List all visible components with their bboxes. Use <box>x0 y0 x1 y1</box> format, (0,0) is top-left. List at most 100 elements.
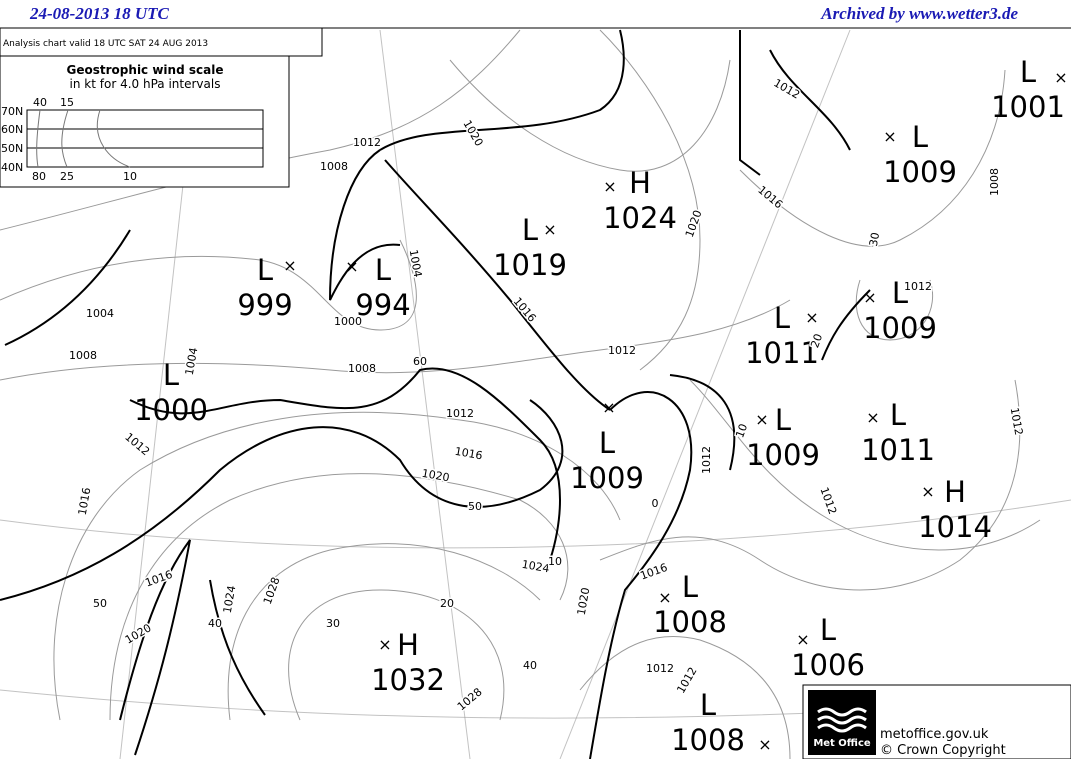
center-type: L <box>890 398 906 432</box>
center-marker: × <box>283 256 296 275</box>
center-marker: × <box>758 735 771 754</box>
center-type: L <box>257 253 273 287</box>
center-type: L <box>700 688 716 722</box>
center-pressure: 999 <box>237 288 292 322</box>
center-pressure: 1006 <box>791 648 865 682</box>
analysis-box <box>0 27 323 57</box>
center-type: L <box>775 403 791 437</box>
center-type: L <box>912 120 928 154</box>
contour-label: 1012 <box>446 407 474 420</box>
contour-label: 40 <box>208 617 222 630</box>
analysis-label: Analysis chart valid 18 UTC SAT 24 AUG 2… <box>3 39 208 49</box>
wind-scale-title: Geostrophic wind scale <box>67 63 224 77</box>
center-type: L <box>820 613 836 647</box>
center-type: H <box>944 475 966 509</box>
contour-label: 1000 <box>334 315 362 328</box>
center-pressure: 1009 <box>746 438 820 472</box>
center-marker: × <box>863 288 876 307</box>
contour-label: 20 <box>440 597 454 610</box>
logo-waves <box>817 707 867 733</box>
center-pressure: 1008 <box>671 723 745 757</box>
center-marker: × <box>658 588 671 607</box>
contour-label: 1012 <box>608 344 636 357</box>
latitude-label: 50N <box>1 142 23 155</box>
isobars <box>0 29 1041 759</box>
contour-label: 50 <box>93 597 107 610</box>
contour-label: 30 <box>867 231 882 247</box>
center-pressure: 1011 <box>745 336 819 370</box>
latitude-label: 70N <box>1 105 23 118</box>
contour-label: 10 <box>548 555 562 568</box>
center-marker: × <box>602 398 615 417</box>
contour-label: 1004 <box>86 307 114 320</box>
center-type: H <box>397 628 419 662</box>
contour-label: 1012 <box>700 446 713 474</box>
center-pressure: 1009 <box>863 311 937 345</box>
wind-scale-subtitle: in kt for 4.0 hPa intervals <box>70 77 221 91</box>
latitude-label: 60N <box>1 123 23 136</box>
center-pressure: 1009 <box>570 461 644 495</box>
credit-copyright: © Crown Copyright <box>880 743 1006 758</box>
center-pressure: 1014 <box>918 510 992 544</box>
center-marker: × <box>755 410 768 429</box>
wind-scale-curves <box>36 109 131 168</box>
fronts <box>0 29 871 759</box>
center-type: L <box>163 358 179 392</box>
contour-label: 1012 <box>904 280 932 293</box>
contour-label: 30 <box>326 617 340 630</box>
center-pressure: 1032 <box>371 663 445 697</box>
contour-label: 10 <box>733 422 750 440</box>
wind-bottom-label: 25 <box>60 170 74 183</box>
contour-label: 1012 <box>353 136 381 149</box>
center-marker: × <box>796 630 809 649</box>
contour-label: 1012 <box>646 662 674 675</box>
wind-bottom-label: 10 <box>123 170 137 183</box>
center-type: L <box>1020 55 1036 89</box>
center-pressure: 994 <box>355 288 410 322</box>
center-type: L <box>599 426 615 460</box>
center-marker: × <box>603 177 616 196</box>
center-marker: × <box>883 127 896 146</box>
center-type: L <box>892 276 908 310</box>
center-pressure: 1009 <box>883 155 957 189</box>
center-marker: × <box>866 408 879 427</box>
center-pressure: 1000 <box>134 393 208 427</box>
center-marker: × <box>378 635 391 654</box>
contour-label: 1008 <box>988 168 1001 196</box>
contour-label: 40 <box>523 659 537 672</box>
contour-label: 20 <box>808 332 825 350</box>
contour-label: 0 <box>652 497 659 510</box>
wind-scale-box <box>0 55 290 188</box>
contour-label: 1008 <box>320 160 348 173</box>
wind-bottom-label: 80 <box>32 170 46 183</box>
center-type: L <box>375 253 391 287</box>
center-pressure: 1019 <box>493 248 567 282</box>
contour-label: 1008 <box>69 349 97 362</box>
center-pressure: 1008 <box>653 605 727 639</box>
center-pressure: 1024 <box>603 201 677 235</box>
header-archive: Archived by www.wetter3.de <box>820 4 1018 23</box>
header-date: 24-08-2013 18 UTC <box>29 4 169 23</box>
center-type: L <box>522 213 538 247</box>
center-type: L <box>682 570 698 604</box>
center-marker: × <box>921 482 934 501</box>
center-type: H <box>629 166 651 200</box>
wind-top-label: 40 <box>33 96 47 109</box>
center-pressure: 1011 <box>861 433 935 467</box>
center-type: L <box>774 301 790 335</box>
contour-label: 50 <box>468 500 482 513</box>
contour-label: 1008 <box>348 362 376 375</box>
wind-top-label: 15 <box>60 96 74 109</box>
credit-site: metoffice.gov.uk <box>880 727 989 742</box>
center-marker: × <box>345 257 358 276</box>
latitude-label: 40N <box>1 161 23 174</box>
center-marker: × <box>1054 68 1067 87</box>
center-pressure: 1001 <box>991 90 1065 124</box>
logo-text: Met Office <box>813 738 871 749</box>
wind-scale-grid <box>26 109 264 168</box>
center-marker: × <box>805 308 818 327</box>
contour-label: 60 <box>413 355 427 368</box>
center-marker: × <box>543 220 556 239</box>
